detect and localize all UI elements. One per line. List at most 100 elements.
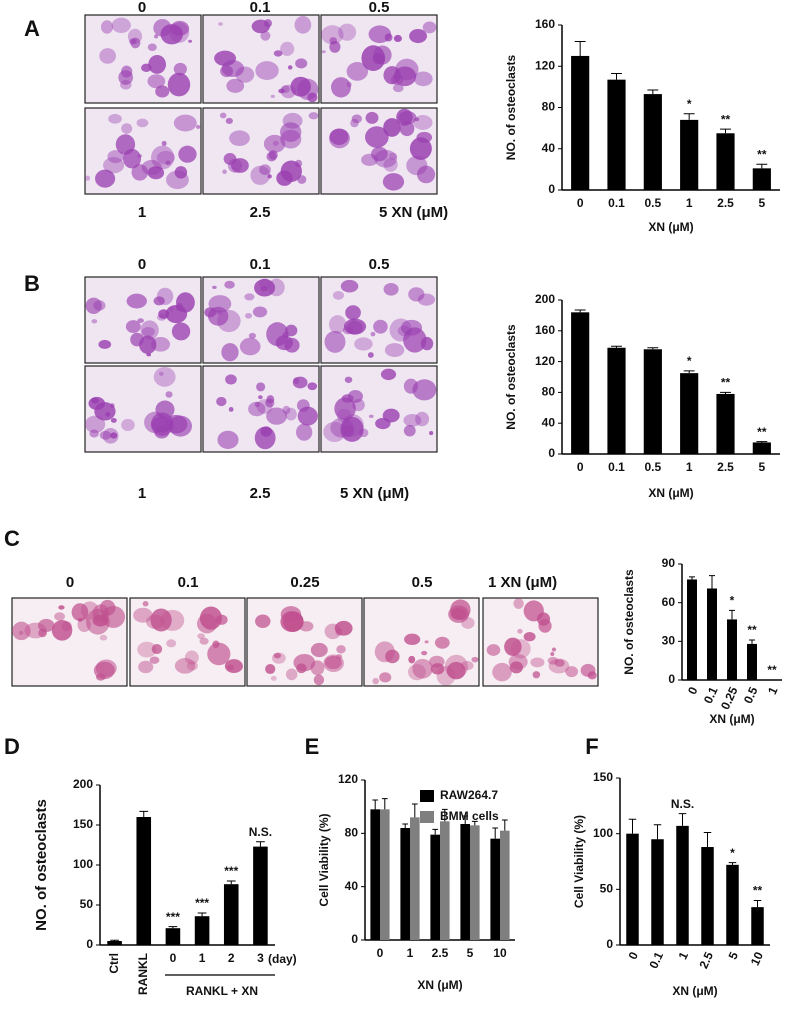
cell — [156, 150, 175, 165]
cell — [136, 118, 149, 128]
error-bar — [720, 391, 731, 394]
cell — [151, 643, 163, 655]
cell — [111, 17, 131, 34]
x-axis-label: XN (μM) — [672, 984, 717, 998]
x-tick-label: 0.5 — [741, 684, 761, 705]
significance-label: * — [730, 846, 735, 860]
bar — [410, 817, 420, 940]
error-bar — [110, 939, 119, 941]
cell — [335, 628, 343, 636]
bar — [747, 643, 757, 680]
cell — [178, 145, 197, 163]
x-axis-label: XN (μM) — [417, 978, 462, 992]
cell — [105, 411, 111, 417]
image-label: 5 XN (μM) — [379, 204, 448, 221]
cell — [328, 315, 347, 334]
cell — [93, 300, 106, 311]
cell — [287, 65, 293, 70]
y-tick-label: 40 — [345, 879, 359, 893]
cell — [492, 662, 512, 682]
cell — [147, 166, 165, 180]
cell — [133, 607, 153, 623]
cell — [415, 411, 430, 427]
cell — [176, 292, 195, 313]
cell — [121, 418, 135, 432]
cell — [330, 77, 351, 98]
x-tick-label: 0 — [626, 949, 642, 961]
y-tick-label: 60 — [662, 595, 676, 609]
cell — [51, 620, 73, 641]
cell — [280, 85, 290, 94]
cell — [308, 112, 319, 120]
cell — [139, 335, 157, 355]
x-tick-label: 1 — [686, 460, 693, 474]
cell — [421, 650, 428, 656]
cell — [217, 309, 241, 333]
error-bar — [756, 163, 768, 169]
bar — [165, 928, 181, 945]
cell — [324, 655, 342, 670]
error-bar — [729, 609, 735, 620]
cell — [344, 376, 353, 383]
cell — [324, 330, 346, 353]
cell — [218, 22, 223, 26]
cell — [285, 407, 297, 421]
cell — [403, 414, 422, 427]
cell — [54, 612, 66, 621]
error-bar — [501, 819, 508, 831]
cell — [250, 165, 271, 185]
cell — [263, 134, 286, 153]
bar — [470, 825, 480, 940]
image-label: 0.1 — [250, 256, 271, 273]
bar — [727, 619, 737, 680]
micrograph — [246, 597, 363, 687]
cell — [295, 58, 308, 69]
bar — [223, 884, 239, 945]
cell — [403, 424, 416, 437]
cell — [140, 320, 159, 340]
cell — [226, 78, 245, 93]
bar — [430, 834, 440, 940]
cell — [408, 655, 416, 664]
cell — [565, 666, 579, 678]
cell — [587, 671, 597, 680]
cell — [329, 41, 341, 53]
x-tick-label: 0 — [685, 684, 701, 696]
cell — [523, 632, 536, 642]
panel-letter: E — [305, 734, 320, 759]
cell — [165, 160, 171, 166]
x-tick-label: 2.5 — [717, 460, 734, 474]
image-label: 2.5 — [250, 204, 271, 221]
cell — [267, 174, 272, 179]
cell — [409, 137, 432, 160]
cell — [321, 50, 326, 54]
significance-label: ** — [767, 663, 777, 677]
x-tick-label: 2 — [228, 951, 235, 965]
error-bar — [197, 912, 207, 917]
significance-label: ** — [721, 112, 731, 126]
cell — [155, 85, 170, 98]
legend-label: BMM cells — [440, 809, 499, 823]
cell — [550, 651, 555, 657]
panel-letter: B — [24, 271, 40, 296]
cell — [171, 322, 191, 341]
x-tick-label: 0.5 — [644, 196, 661, 210]
cell — [99, 48, 116, 64]
cell — [407, 664, 426, 681]
cell — [273, 50, 283, 57]
cell — [115, 134, 136, 155]
cell — [284, 337, 300, 353]
error-bar — [372, 799, 379, 810]
cell — [224, 280, 235, 289]
cell — [504, 637, 522, 656]
image-label: 0.1 — [178, 574, 199, 591]
cell — [373, 45, 392, 65]
image-label: 1 — [138, 204, 146, 221]
cell — [392, 84, 404, 93]
bar — [752, 168, 771, 190]
cell — [383, 66, 401, 85]
cell — [252, 306, 268, 318]
bar — [687, 579, 697, 680]
panel-letter: A — [24, 16, 40, 41]
cell — [424, 640, 429, 644]
